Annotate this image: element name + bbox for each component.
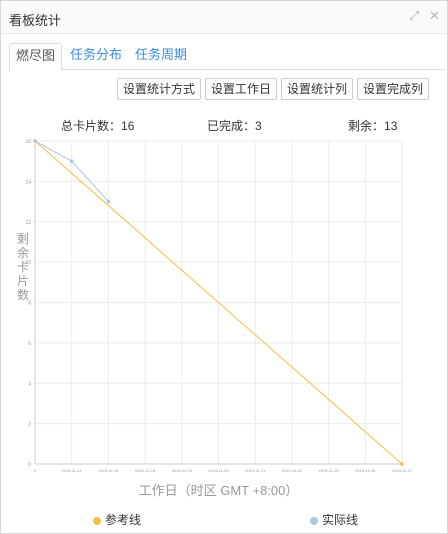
x-tick-label: 2019-11-25 [319, 468, 340, 473]
legend-item-actual[interactable]: 实际线 [310, 511, 358, 528]
tab-task-distribution[interactable]: 任务分布 [70, 47, 123, 62]
tab-burndown[interactable]: 燃尽图 [9, 43, 63, 71]
x-tick-label: 2019-11-19 [172, 468, 193, 473]
x-tick-label: 2019-11-18 [135, 468, 156, 473]
set-done-column-button[interactable]: 设置完成列 [357, 78, 429, 100]
y-tick-label: 10 [25, 260, 31, 266]
tab-task-cycle[interactable]: 任务周期 [135, 47, 188, 62]
set-stat-method-button[interactable]: 设置统计方式 [117, 78, 201, 100]
close-icon[interactable]: ✕ [429, 8, 440, 23]
y-axis-title-char: 卡 [17, 260, 29, 274]
y-axis-title-char: 数 [17, 287, 29, 302]
legend-item-reference[interactable]: 参考线 [93, 511, 141, 528]
x-tick-label: 2019-11-21 [245, 468, 266, 473]
x-axis-title: 工作日（时区 GMT +8:00） [139, 483, 299, 498]
actual-line-point [69, 159, 74, 163]
y-axis-title-char: 片 [17, 274, 29, 288]
done-value: 3 [255, 119, 262, 133]
y-tick-label: 8 [28, 301, 31, 307]
y-axis-title-char: 剩 [17, 232, 29, 246]
tab-bar: 燃尽图 任务分布 任务周期 [9, 43, 445, 71]
total-cards-value: 16 [121, 119, 135, 133]
reference-line [34, 140, 403, 465]
y-tick-label: 0 [28, 462, 31, 468]
y-tick-label: 16 [25, 139, 31, 145]
reference-legend-dot [93, 517, 101, 525]
reference-legend-label: 参考线 [105, 513, 142, 527]
actual-line-point [106, 199, 111, 204]
y-tick-label: 12 [25, 220, 31, 226]
done-label: 已完成： [207, 119, 256, 133]
x-tick-label: 0 [34, 468, 37, 473]
actual-line-point [33, 139, 37, 143]
x-tick-label: 2019-11-27 [392, 468, 413, 473]
burndown-chart: 0 2 4 6 8 10 12 14 16 0 2019-11-14 2019-11-15 2019-1… [17, 139, 413, 498]
actual-legend-label: 实际线 [322, 513, 359, 527]
y-tick-label: 4 [28, 381, 31, 387]
x-tick-label: 2019-11-14 [62, 468, 83, 473]
remaining-stat: 剩余：13 [348, 117, 397, 134]
y-tick-label: 14 [25, 179, 31, 185]
y-tick-label: 6 [28, 341, 31, 347]
remaining-value: 13 [384, 119, 398, 133]
reference-line-point [400, 462, 404, 466]
dialog-titlebar: 看板统计 ⤢ ✕ [1, 1, 447, 34]
done-stat: 已完成：3 [207, 117, 262, 134]
x-tick-label: 2019-11-22 [282, 468, 303, 473]
y-axis-title-char: 余 [17, 245, 29, 260]
expand-icon[interactable]: ⤢ [409, 8, 420, 23]
actual-legend-dot [310, 517, 318, 525]
y-tick-label: 2 [28, 422, 31, 428]
set-workday-button[interactable]: 设置工作日 [205, 78, 277, 100]
total-cards-label: 总卡片数： [61, 119, 122, 133]
x-tick-label: 2019-11-15 [98, 468, 119, 473]
x-tick-label: 2019-11-26 [355, 468, 376, 473]
total-cards-stat: 总卡片数：16 [61, 117, 134, 134]
dialog-title: 看板统计 [9, 13, 62, 28]
remaining-label: 剩余： [348, 119, 385, 133]
x-tick-label: 2019-11-20 [208, 468, 229, 473]
set-stat-column-button[interactable]: 设置统计列 [281, 78, 353, 100]
